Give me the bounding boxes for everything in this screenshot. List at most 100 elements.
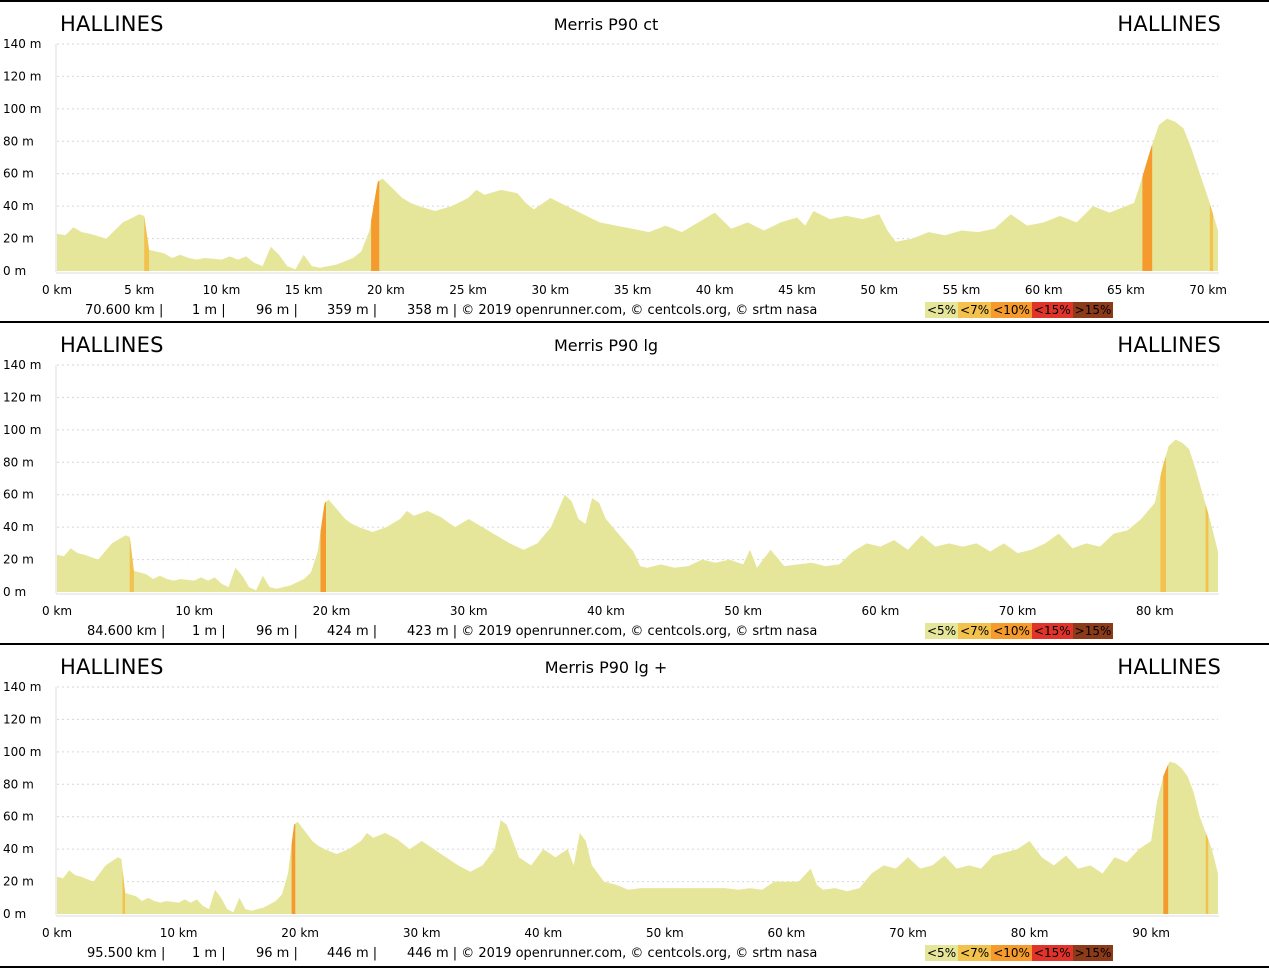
steep-segment [122, 870, 126, 914]
x-tick-label: 20 km [281, 926, 319, 940]
steep-segment [1205, 504, 1209, 592]
x-tick-label: 15 km [285, 283, 323, 297]
y-tick-label: 80 m [3, 777, 34, 791]
stat-loss-credits: 358 m | © 2019 openrunner.com, © centcol… [407, 303, 818, 318]
x-tick-label: 45 km [778, 283, 816, 297]
legend-item-lt7: <7% [958, 945, 992, 961]
legend-item-lt10: <10% [991, 302, 1032, 318]
elevation-area [57, 761, 1218, 914]
slope-legend: <5% <7% <10% <15% >15% [925, 302, 1114, 319]
legend-item-lt15: <15% [1031, 302, 1073, 318]
elevation-chart: 0 m 20 m 40 m 60 m 80 m 100 m 120 m 140 m 0 km 10… [3, 358, 1219, 618]
y-tick-label: 40 m [3, 842, 34, 856]
stat-loss-credits: 423 m | © 2019 openrunner.com, © centcol… [407, 624, 818, 639]
x-tick-label: 55 km [943, 283, 981, 297]
y-tick-label: 140 m [3, 680, 41, 694]
x-tick-label: 0 km [42, 283, 72, 297]
legend-item-lt5: <5% [925, 302, 959, 318]
elevation-panel-2: HALLINES Merris P90 lg HALLINES 0 m 20 m 4… [0, 323, 1269, 644]
x-tick-label: 30 km [450, 604, 488, 618]
y-tick-label: 120 m [3, 712, 41, 726]
separator-2 [0, 643, 1269, 645]
steep-segment [144, 215, 150, 271]
x-tick-label: 60 km [862, 604, 900, 618]
legend-item-lt10: <10% [991, 945, 1032, 961]
x-tick-label: 35 km [614, 283, 652, 297]
stat-gain: 424 m | [327, 624, 378, 639]
legend-item-lt10: <10% [991, 623, 1032, 639]
x-tick-label: 30 km [531, 283, 569, 297]
stat-max: 96 m | [256, 303, 298, 318]
steep-segment [320, 501, 326, 592]
x-tick-label: 20 km [313, 604, 351, 618]
x-tick-label: 70 km [1189, 283, 1227, 297]
stat-min: 1 m | [192, 624, 226, 639]
stat-distance: 95.500 km | [87, 946, 166, 961]
x-tick-label: 10 km [160, 926, 198, 940]
stat-min: 1 m | [192, 303, 226, 318]
elevation-panel-3: HALLINES Merris P90 lg + HALLINES 0 m 20 … [0, 645, 1269, 966]
y-tick-label: 40 m [3, 199, 34, 213]
elevation-area [57, 439, 1218, 592]
route-title: Merris P90 lg [553, 336, 659, 355]
y-tick-label: 20 m [3, 553, 34, 567]
steep-segment [1209, 203, 1214, 271]
elevation-chart: 0 m 20 m 40 m 60 m 80 m 100 m 120 m 140 m 0 km 10… [3, 680, 1219, 940]
x-tick-label: 50 km [724, 604, 762, 618]
stat-max: 96 m | [256, 624, 298, 639]
elevation-chart: 0 m 20 m 40 m 60 m 80 m 100 m 120 m 140 m 0 km 5 … [3, 37, 1227, 297]
y-tick-label: 140 m [3, 37, 41, 51]
y-tick-label: 20 m [3, 232, 34, 246]
stat-distance: 70.600 km | [85, 303, 164, 318]
y-tick-label: 120 m [3, 69, 41, 83]
x-tick-label: 25 km [449, 283, 487, 297]
elevation-panel-1: HALLINES Merris P90 ct HALLINES 0 m 20 m 4… [0, 2, 1269, 323]
separator-top [0, 0, 1269, 2]
x-tick-label: 90 km [1132, 926, 1170, 940]
x-tick-label: 10 km [203, 283, 241, 297]
stat-gain: 359 m | [327, 303, 378, 318]
y-tick-label: 0 m [3, 264, 26, 278]
x-tick-label: 0 km [42, 604, 72, 618]
legend-item-gt15: >15% [1072, 623, 1114, 639]
x-tick-label: 60 km [768, 926, 806, 940]
steep-segment [291, 823, 296, 914]
x-tick-label: 10 km [175, 604, 213, 618]
legend-item-gt15: >15% [1072, 302, 1114, 318]
start-place-label: HALLINES [60, 12, 164, 36]
legend-item-lt5: <5% [925, 945, 959, 961]
x-tick-label: 40 km [587, 604, 625, 618]
legend-item-lt7: <7% [958, 623, 992, 639]
end-place-label: HALLINES [1117, 333, 1221, 357]
separator-1 [0, 321, 1269, 323]
y-tick-label: 120 m [3, 390, 41, 404]
x-tick-label: 40 km [696, 283, 734, 297]
stat-distance: 84.600 km | [87, 624, 166, 639]
y-tick-label: 100 m [3, 745, 41, 759]
x-tick-label: 70 km [999, 604, 1037, 618]
legend-item-lt7: <7% [958, 302, 992, 318]
y-tick-label: 60 m [3, 488, 34, 502]
x-tick-label: 20 km [367, 283, 405, 297]
legend-item-lt15: <15% [1031, 945, 1073, 961]
y-tick-label: 80 m [3, 455, 34, 469]
route-title: Merris P90 ct [553, 15, 659, 34]
steep-segment [1163, 764, 1169, 914]
y-tick-label: 140 m [3, 358, 41, 372]
steep-segment [371, 180, 380, 271]
steep-segment [129, 536, 134, 592]
end-place-label: HALLINES [1117, 655, 1221, 679]
x-tick-label: 30 km [403, 926, 441, 940]
stat-loss-credits: 446 m | © 2019 openrunner.com, © centcol… [407, 946, 818, 961]
y-tick-label: 20 m [3, 875, 34, 889]
x-tick-label: 0 km [42, 926, 72, 940]
legend-item-lt5: <5% [925, 623, 959, 639]
start-place-label: HALLINES [60, 333, 164, 357]
route-title: Merris P90 lg + [544, 658, 668, 677]
start-place-label: HALLINES [60, 655, 164, 679]
elevation-area [57, 118, 1218, 271]
end-place-label: HALLINES [1117, 12, 1221, 36]
y-tick-label: 40 m [3, 520, 34, 534]
x-tick-label: 5 km [124, 283, 154, 297]
legend-item-gt15: >15% [1072, 945, 1114, 961]
